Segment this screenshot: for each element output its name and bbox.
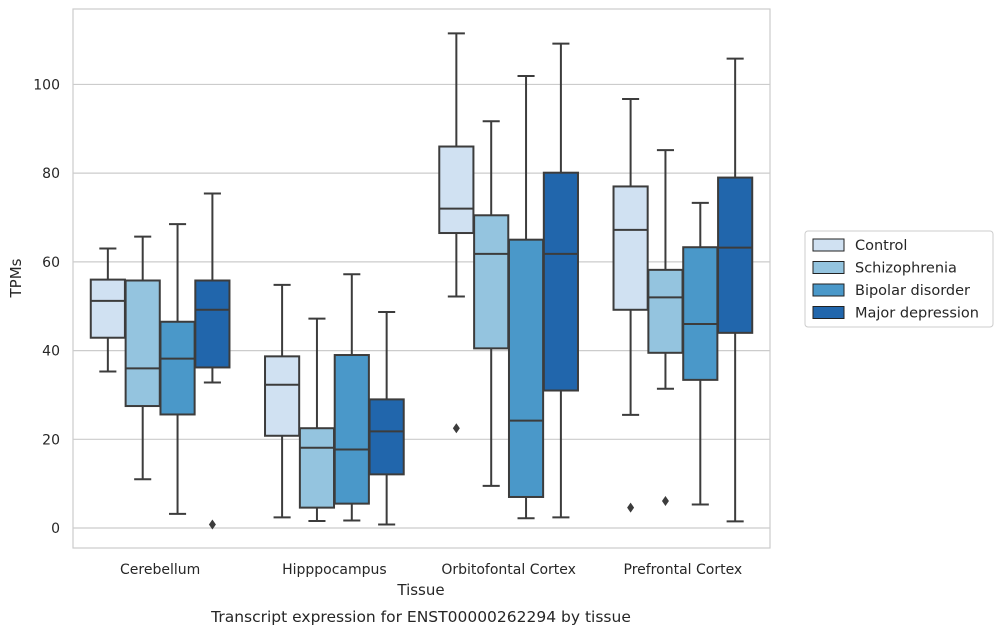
legend-swatch	[812, 261, 845, 274]
box-2-1	[473, 120, 510, 487]
y-axis-ticks: 0 20 40 60 80 100	[33, 77, 60, 537]
box-iqr	[647, 268, 684, 354]
outlier-point	[208, 519, 216, 530]
box-1-1	[298, 317, 336, 522]
legend-frame	[804, 230, 994, 328]
legend-label: Schizophrenia	[855, 261, 957, 277]
legend-swatch	[812, 283, 845, 297]
outlier-point	[661, 495, 669, 506]
box-2-0	[438, 32, 475, 434]
box-iqr	[368, 398, 405, 476]
box-iqr	[682, 246, 719, 381]
legend-label: Major depression	[855, 306, 979, 322]
y-tick-label: 60	[42, 255, 60, 271]
box-3-0	[612, 98, 649, 513]
y-tick-label: 0	[51, 521, 60, 537]
box-iqr	[159, 320, 196, 416]
box-iqr	[473, 214, 510, 350]
x-axis-title: Tissue	[396, 581, 444, 599]
box-iqr	[717, 176, 754, 334]
y-tick-label: 20	[42, 432, 60, 448]
box-0-3	[194, 192, 231, 530]
box-iqr	[333, 354, 370, 505]
box-iqr	[438, 145, 475, 235]
box-iqr	[298, 427, 336, 509]
x-tick-label: Hipppocampus	[282, 562, 387, 578]
legend-swatch	[812, 238, 845, 252]
y-tick-label: 100	[33, 77, 60, 93]
x-tick-label: Prefrontal Cortex	[624, 562, 743, 578]
y-tick-label: 40	[42, 344, 60, 360]
box-1-2	[333, 273, 370, 522]
box-iqr	[194, 279, 231, 369]
box-iqr	[507, 238, 545, 498]
box-2-2	[507, 74, 545, 520]
x-tick-label: Orbitofontal Cortex	[441, 562, 576, 578]
legend-swatch	[812, 306, 845, 319]
outlier-point	[452, 423, 460, 434]
box-3-2	[682, 201, 719, 506]
y-tick-label: 80	[42, 166, 60, 182]
outlier-point	[627, 502, 635, 513]
box-1-0	[264, 283, 301, 519]
box-0-1	[124, 235, 161, 481]
legend-label: Bipolar disorder	[855, 283, 970, 299]
box-3-3	[717, 57, 754, 523]
box-3-1	[647, 149, 684, 506]
box-0-2	[159, 223, 196, 515]
box-iqr	[124, 279, 161, 408]
box-iqr	[89, 278, 126, 339]
box-series	[89, 32, 754, 530]
box-iqr	[264, 355, 301, 437]
legend: Control Schizophrenia Bipolar disorder Majo…	[804, 230, 994, 328]
x-axis-ticks: Cerebellum Hipppocampus Orbitofontal Corte…	[120, 562, 742, 578]
box-2-3	[542, 42, 579, 519]
box-iqr	[542, 171, 579, 392]
y-axis-title: TPMs	[7, 258, 25, 298]
legend-label: Control	[855, 238, 907, 254]
box-iqr	[612, 185, 649, 311]
chart-caption: Transcript expression for ENST0000026229…	[210, 608, 631, 626]
box-1-3	[368, 310, 405, 526]
box-0-0	[89, 247, 126, 373]
x-tick-label: Cerebellum	[120, 562, 200, 578]
